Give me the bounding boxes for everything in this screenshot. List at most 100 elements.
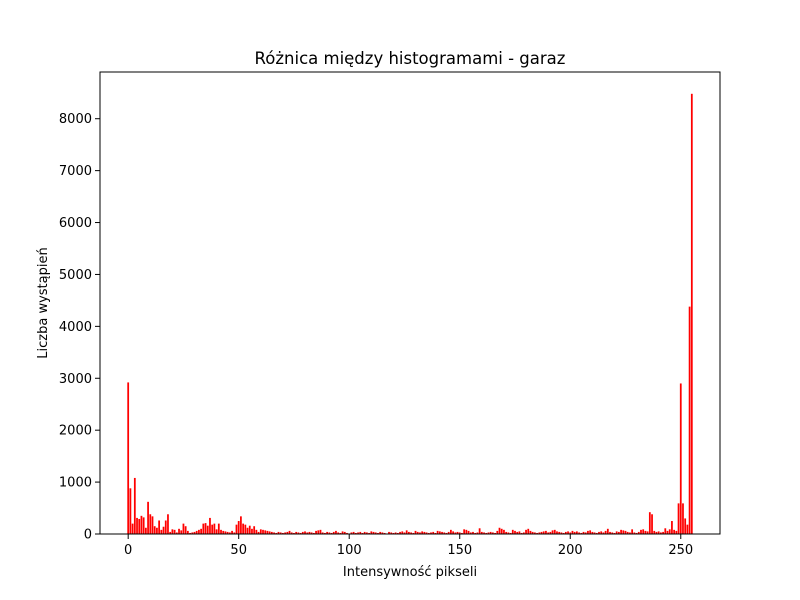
bar-84 — [312, 532, 315, 534]
bar-73 — [288, 530, 291, 534]
bar-192 — [551, 530, 554, 534]
bar-26 — [184, 526, 187, 534]
bar-0 — [127, 382, 130, 534]
bar-241 — [659, 532, 662, 534]
chart-title: Różnica między histogramami - garaz — [255, 49, 566, 68]
bar-136 — [427, 532, 430, 534]
bar-159 — [478, 528, 481, 534]
bar-80 — [304, 531, 306, 534]
y-tick-label-4000: 4000 — [59, 320, 92, 335]
bar-210 — [591, 531, 594, 534]
x-tick-label-50: 50 — [230, 543, 247, 558]
bar-223 — [620, 529, 622, 534]
bar-249 — [677, 503, 680, 534]
bar-53 — [244, 524, 247, 534]
bar-50 — [237, 521, 240, 534]
bar-94 — [335, 530, 337, 534]
y-tick-label-3000: 3000 — [59, 372, 92, 387]
bar-34 — [202, 523, 205, 534]
bar-85 — [315, 530, 317, 534]
bar-180 — [525, 529, 527, 534]
bar-97 — [341, 531, 344, 534]
bar-51 — [240, 516, 242, 534]
bar-35 — [204, 523, 207, 534]
bar-1 — [129, 488, 132, 534]
bar-142 — [441, 531, 443, 534]
bar-185 — [536, 532, 538, 534]
bar-219 — [611, 532, 614, 534]
bar-137 — [430, 532, 432, 534]
bar-32 — [198, 529, 200, 534]
bar-6 — [140, 515, 143, 534]
bar-152 — [463, 529, 466, 534]
bar-8 — [144, 527, 147, 534]
bar-196 — [560, 532, 563, 534]
bar-4 — [136, 517, 138, 534]
bar-74 — [290, 532, 293, 534]
y-tick-label-2000: 2000 — [59, 424, 92, 439]
bar-230 — [635, 532, 638, 534]
bar-149 — [456, 531, 459, 534]
bar-242 — [662, 531, 664, 534]
bar-245 — [668, 529, 671, 534]
bar-209 — [589, 530, 592, 534]
bar-233 — [642, 529, 645, 534]
bar-144 — [445, 532, 448, 534]
bar-29 — [191, 532, 194, 534]
bar-181 — [527, 528, 530, 534]
bar-203 — [576, 531, 578, 534]
bar-133 — [421, 531, 424, 534]
bar-42 — [220, 529, 222, 534]
bar-145 — [447, 531, 450, 534]
bar-39 — [213, 523, 216, 534]
bar-75 — [293, 532, 295, 534]
bar-22 — [175, 532, 178, 534]
bar-70 — [282, 532, 284, 534]
bar-114 — [379, 531, 382, 534]
bar-107 — [363, 531, 366, 534]
y-tick-label-6000: 6000 — [59, 216, 92, 231]
bar-222 — [617, 531, 620, 534]
bar-197 — [562, 532, 565, 534]
bar-150 — [458, 532, 461, 534]
bar-37 — [209, 517, 211, 534]
bar-140 — [436, 530, 439, 534]
bar-43 — [222, 530, 225, 534]
bar-244 — [666, 530, 669, 534]
bar-19 — [169, 531, 172, 534]
y-tick-label-0: 0 — [84, 528, 92, 543]
bar-207 — [584, 532, 587, 534]
bar-173 — [509, 532, 512, 534]
bar-231 — [637, 531, 640, 534]
bar-60 — [259, 529, 262, 534]
bar-236 — [648, 512, 651, 534]
bar-104 — [357, 532, 359, 534]
bar-95 — [337, 532, 340, 534]
bar-79 — [301, 531, 304, 534]
bar-156 — [472, 531, 474, 534]
bar-71 — [284, 532, 286, 534]
bar-195 — [558, 531, 561, 534]
bar-131 — [416, 531, 419, 534]
bar-216 — [604, 530, 607, 534]
bar-69 — [279, 532, 282, 534]
x-tick-label-250: 250 — [668, 543, 693, 558]
bar-82 — [308, 531, 311, 534]
bar-28 — [189, 532, 191, 534]
bar-129 — [412, 532, 415, 534]
bar-217 — [606, 528, 609, 534]
bar-146 — [450, 529, 452, 534]
bar-49 — [235, 524, 238, 534]
x-tick-label-0: 0 — [124, 543, 132, 558]
bar-169 — [500, 528, 503, 534]
bar-174 — [511, 529, 514, 534]
bar-253 — [686, 524, 689, 534]
bar-96 — [339, 532, 342, 534]
bar-237 — [651, 514, 653, 534]
bar-178 — [520, 532, 523, 534]
bar-93 — [332, 531, 335, 534]
bar-110 — [370, 531, 373, 534]
bar-128 — [410, 532, 412, 534]
bar-89 — [324, 532, 326, 534]
y-tick-label-1000: 1000 — [59, 476, 92, 491]
